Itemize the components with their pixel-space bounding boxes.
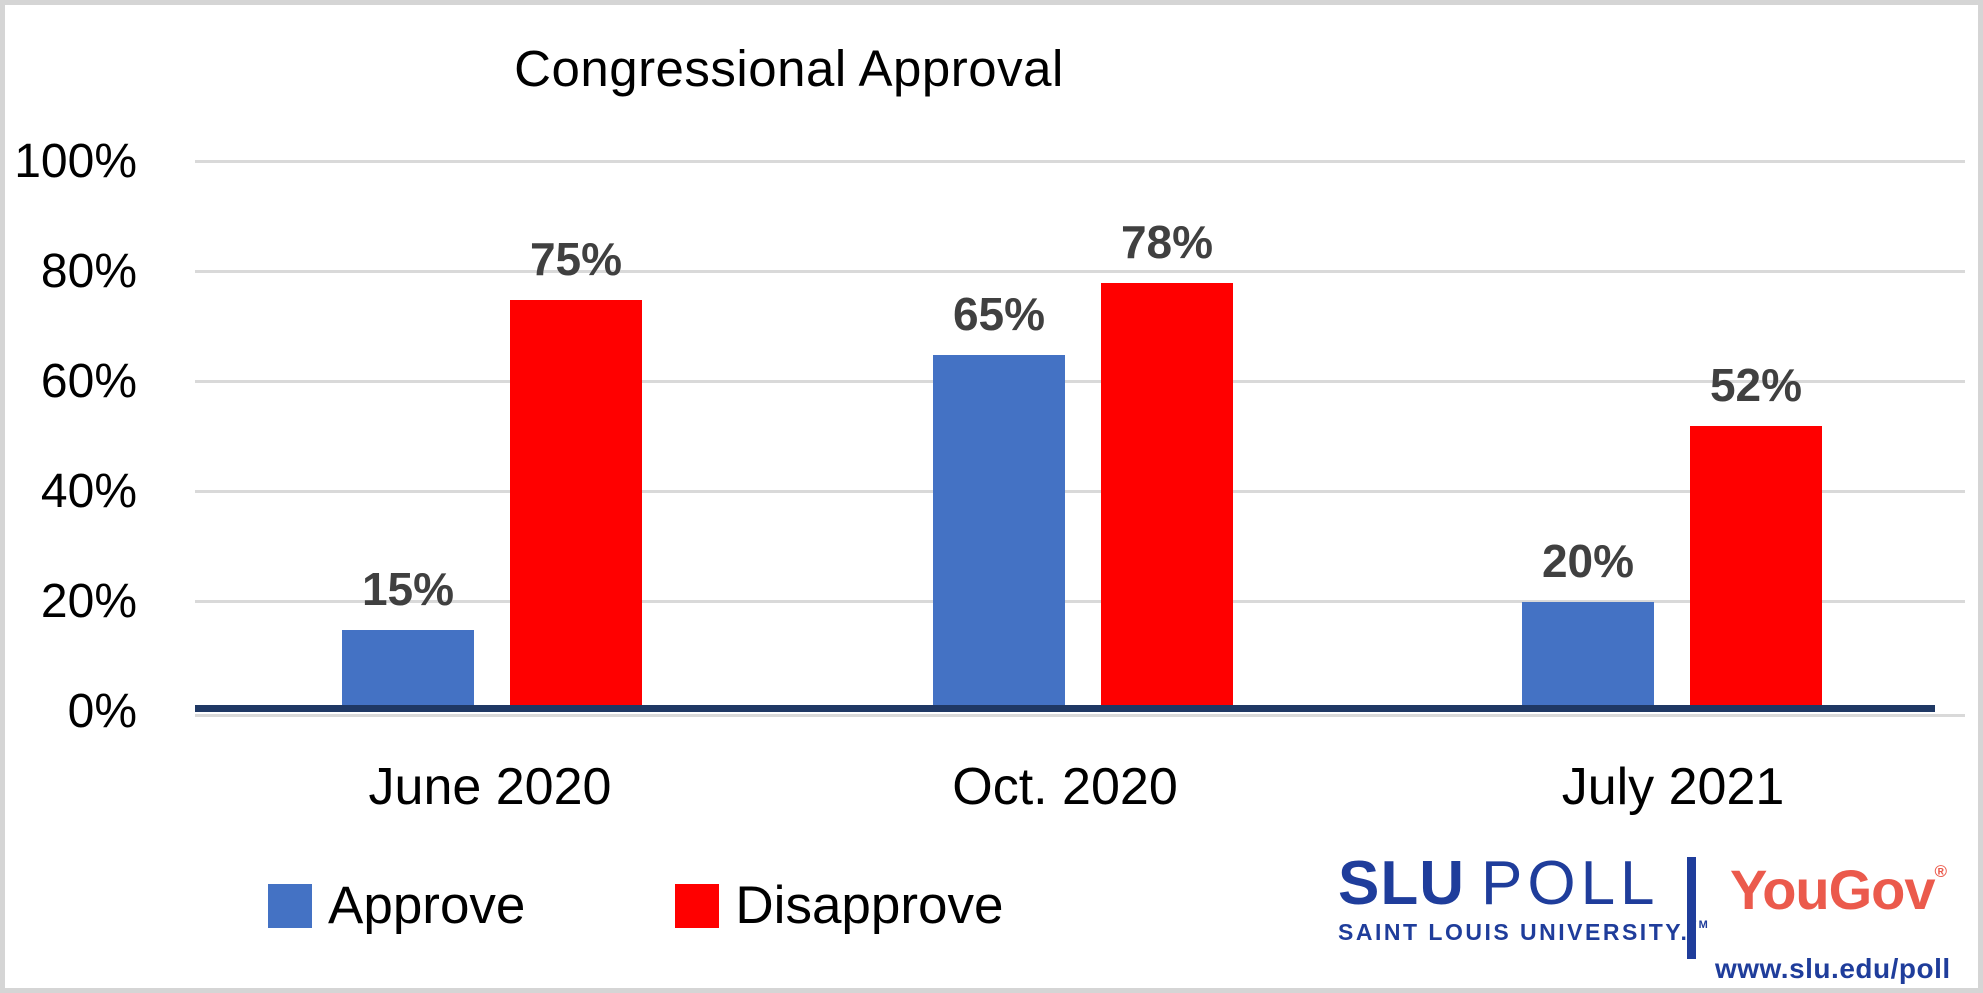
y-tick-label-20: 20% (40, 575, 137, 628)
branding-block: SLU POLL SAINT LOUIS UNIVERSITY.TM YouGo… (1338, 851, 1951, 988)
bar-approve-july-2021 (1522, 602, 1654, 712)
legend: Approve Disapprove (268, 875, 1004, 936)
bar-disapprove-june-2020 (510, 299, 642, 712)
data-label-approve-june-2020: 15% (361, 562, 455, 615)
gridline-20 (195, 600, 1965, 603)
legend-item-approve: Approve (268, 875, 525, 936)
legend-swatch-approve (268, 883, 312, 928)
data-label-disapprove-july-2021: 52% (1709, 359, 1803, 411)
gridline-40 (195, 490, 1965, 493)
gridline-0 (195, 714, 1965, 717)
slu-poll-text: POLL (1481, 849, 1660, 918)
x-axis-label-oct-2020: Oct. 2020 (952, 758, 1178, 816)
data-label-approve-oct-2020: 65% (952, 287, 1046, 340)
legend-label-disapprove: Disapprove (735, 876, 1004, 935)
poll-website-url: www.slu.edu/poll (1715, 953, 1951, 984)
y-tick-label-60: 60% (40, 355, 137, 408)
legend-item-disapprove: Disapprove (675, 875, 1004, 936)
x-axis-line (195, 705, 1935, 712)
slu-poll-logo: SLU POLL (1338, 851, 1948, 917)
data-label-disapprove-oct-2020: 78% (1120, 216, 1214, 268)
bar-approve-oct-2020 (933, 354, 1065, 712)
y-tick-label-0: 0% (67, 685, 137, 738)
bar-disapprove-oct-2020 (1101, 283, 1233, 712)
brand-divider-bar (1687, 857, 1696, 959)
data-label-approve-july-2021: 20% (1541, 535, 1635, 587)
gridline-100 (195, 160, 1965, 163)
gridline-60 (195, 380, 1965, 383)
data-label-disapprove-june-2020: 75% (529, 232, 623, 285)
yougov-logo: YouGov® (1730, 858, 1947, 921)
bar-approve-june-2020 (342, 629, 474, 712)
y-tick-label-40: 40% (40, 465, 137, 518)
bar-disapprove-july-2021 (1690, 426, 1822, 712)
x-axis-label-june-2020: June 2020 (368, 758, 612, 816)
y-tick-label-80: 80% (40, 245, 137, 298)
y-tick-label-100: 100% (14, 135, 137, 188)
slu-wordmark: SLU (1338, 849, 1465, 918)
legend-swatch-disapprove (675, 883, 720, 928)
gridline-80 (195, 270, 1965, 273)
slu-subtitle: SAINT LOUIS UNIVERSITY.TM (1338, 919, 1711, 945)
x-axis-label-july-2021: July 2021 (1561, 758, 1785, 816)
chart-title: Congressional Approval (514, 40, 1064, 97)
registered-mark: ® (1934, 862, 1947, 881)
legend-label-approve: Approve (328, 876, 526, 935)
